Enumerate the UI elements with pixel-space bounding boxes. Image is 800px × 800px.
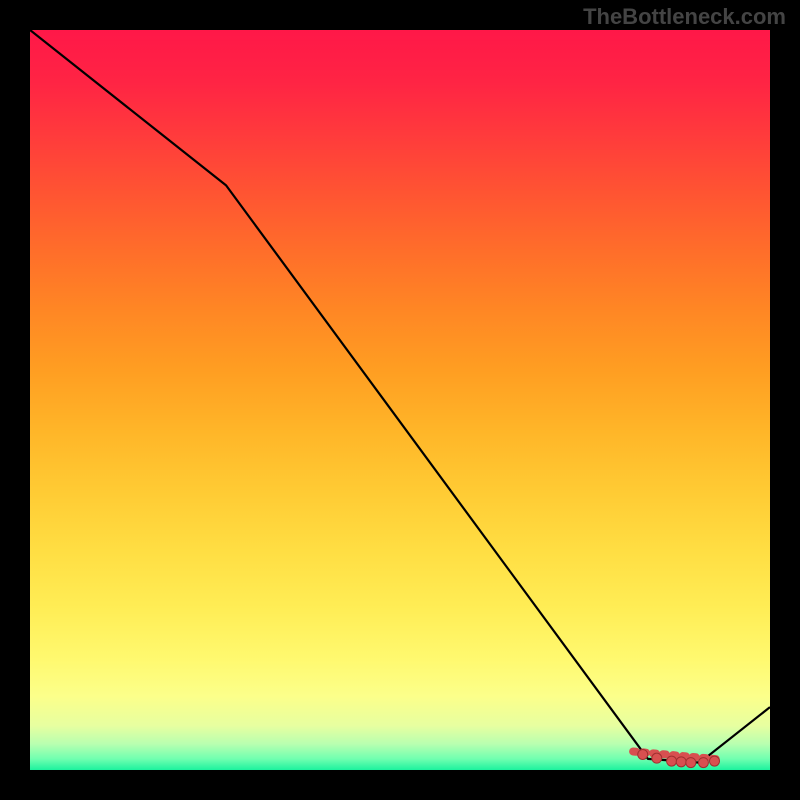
main-line	[30, 30, 770, 763]
data-marker	[686, 758, 696, 768]
data-marker	[667, 756, 677, 766]
data-marker	[698, 758, 708, 768]
plot-area	[30, 30, 770, 770]
watermark-text: TheBottleneck.com	[583, 4, 786, 30]
data-marker	[710, 756, 720, 766]
data-marker	[638, 749, 648, 759]
data-marker	[676, 757, 686, 767]
chart-container: TheBottleneck.com	[0, 0, 800, 800]
chart-overlay	[30, 30, 770, 770]
data-marker	[652, 753, 662, 763]
